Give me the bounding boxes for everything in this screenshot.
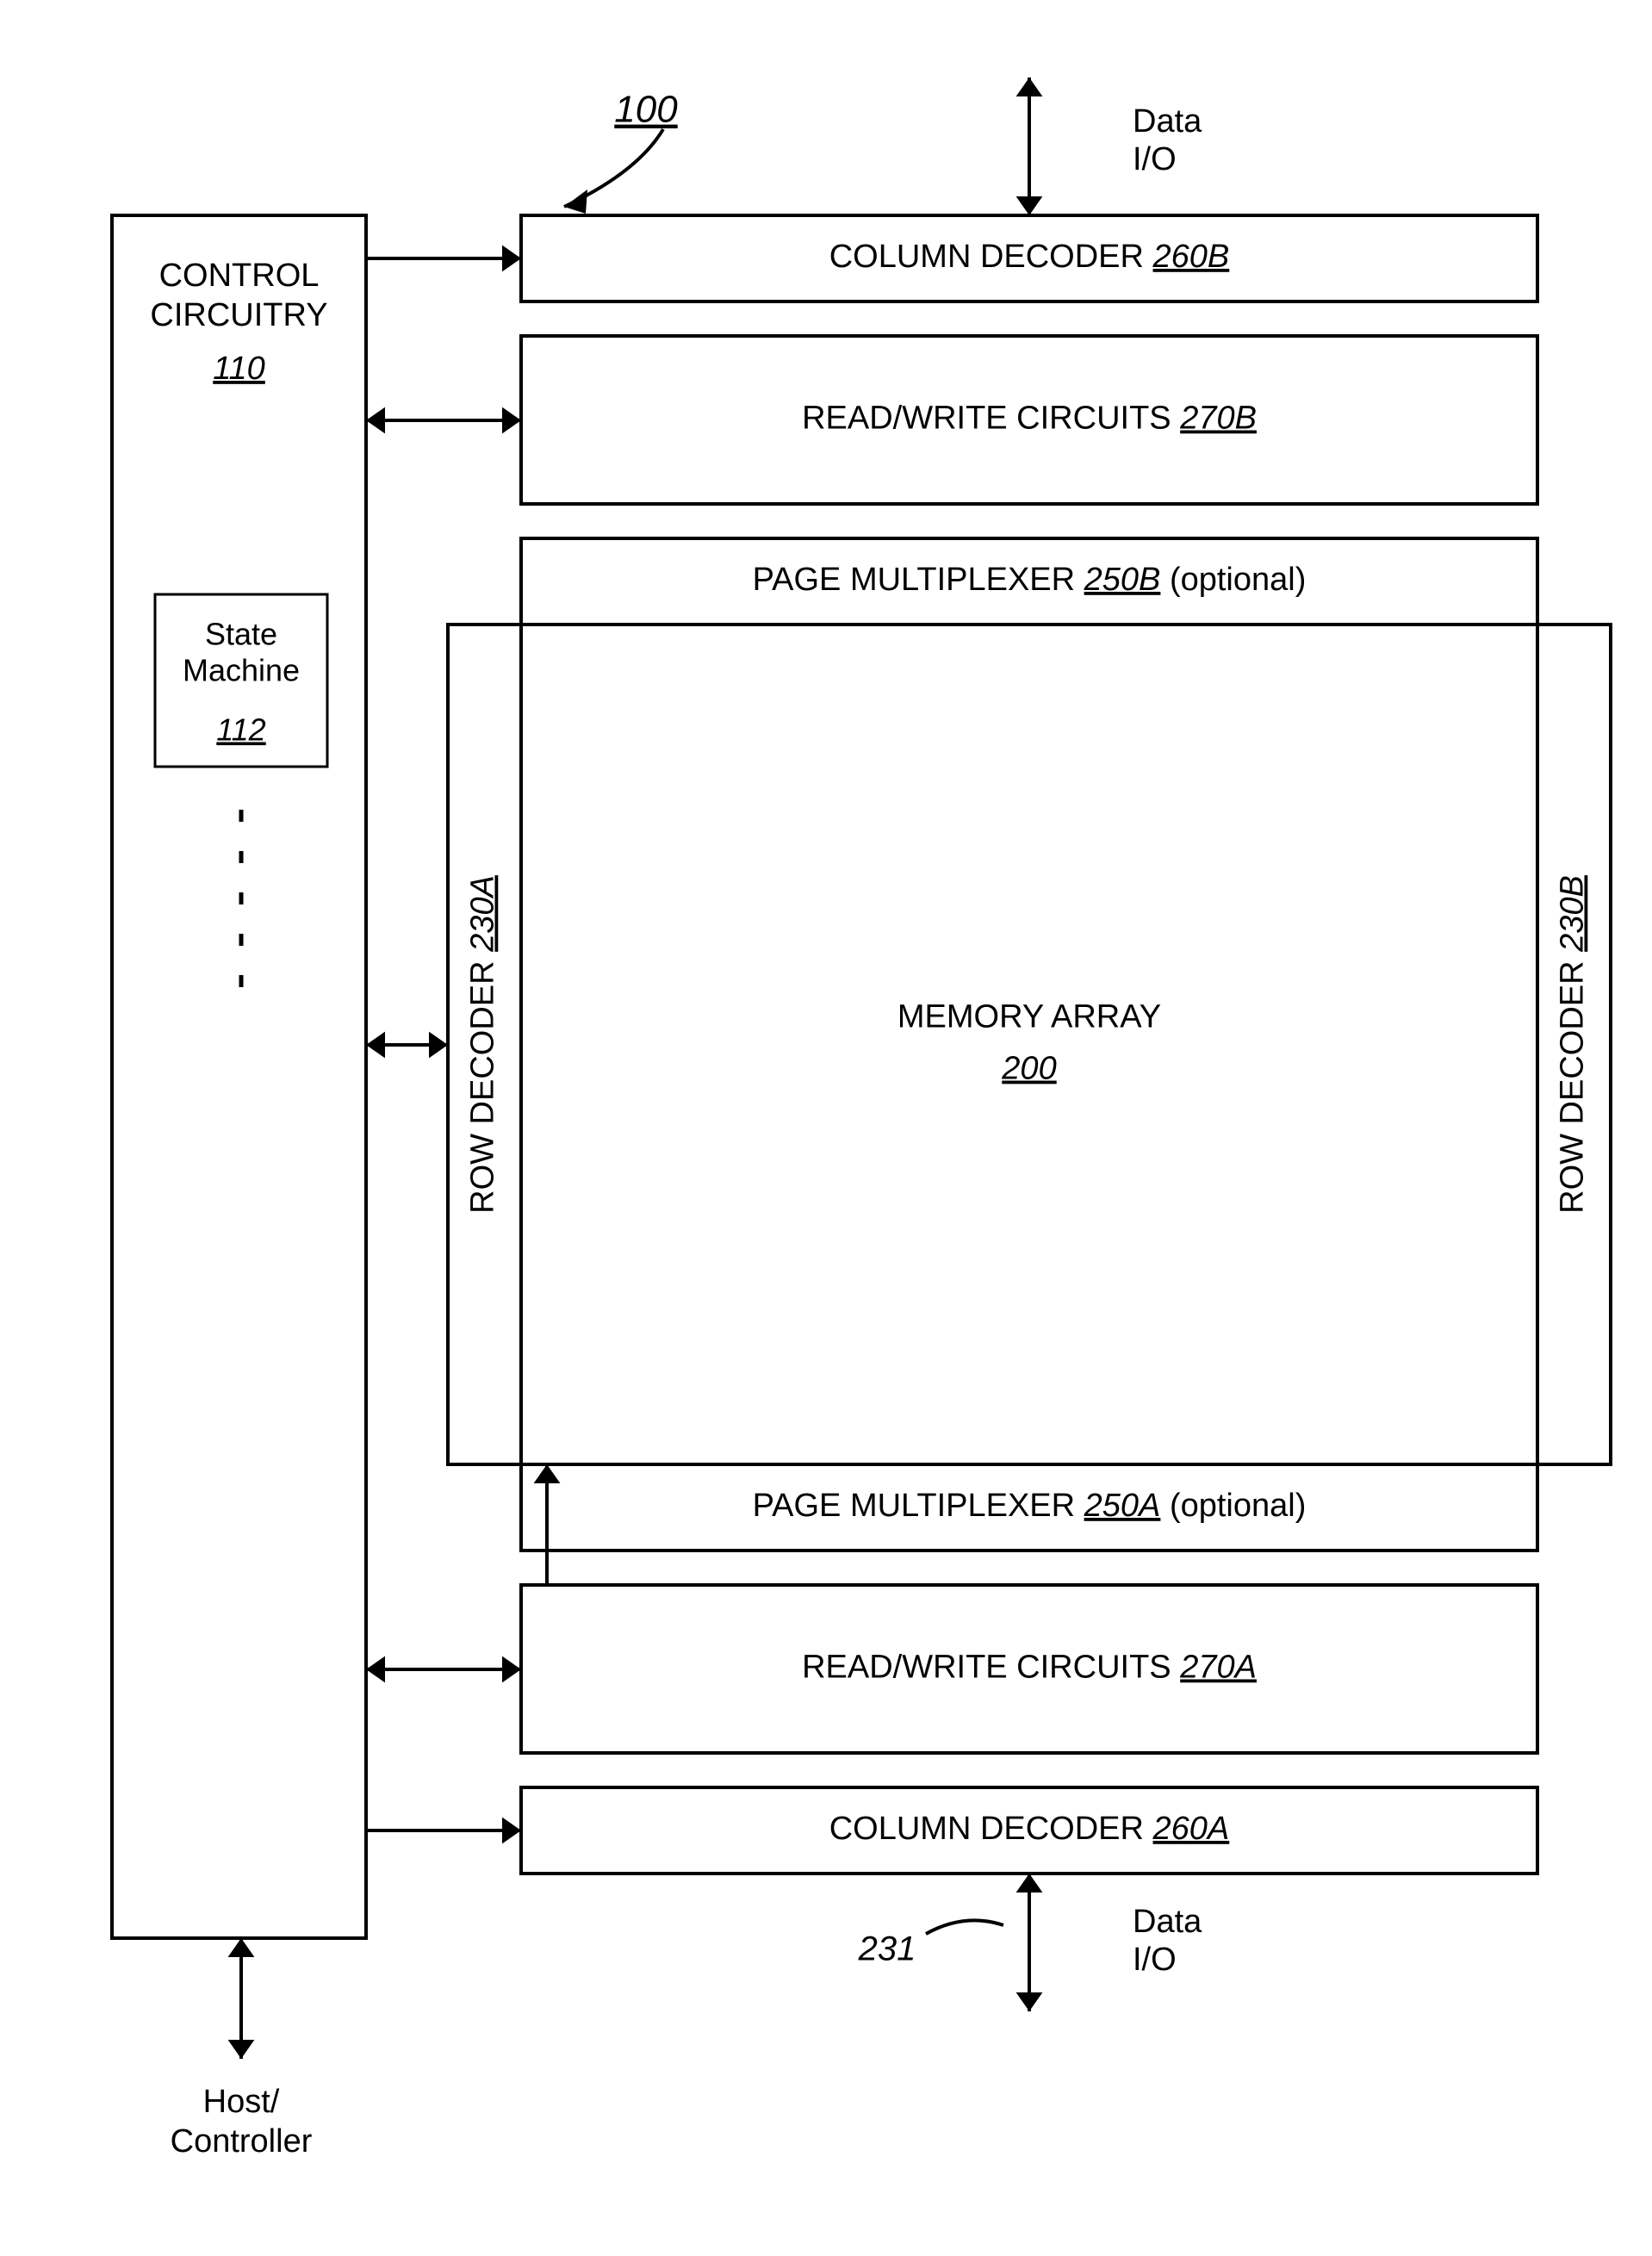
svg-text:COLUMN DECODER 260A: COLUMN DECODER 260A <box>829 1811 1230 1847</box>
svg-text:100: 100 <box>614 89 678 131</box>
svg-text:Controller: Controller <box>171 2123 313 2160</box>
svg-text:I/O: I/O <box>1133 1942 1177 1978</box>
svg-text:PAGE MULTIPLEXER 250B (opti: PAGE MULTIPLEXER 250B (optional) <box>753 562 1307 598</box>
svg-text:CONTROL: CONTROL <box>159 258 320 294</box>
svg-text:Data: Data <box>1133 1904 1202 1940</box>
svg-text:CIRCUITRY: CIRCUITRY <box>150 297 327 333</box>
svg-text:State: State <box>205 617 277 652</box>
svg-text:112: 112 <box>216 712 265 748</box>
svg-text:Host/: Host/ <box>203 2084 280 2120</box>
row-decoder-right-label: ROW DECODER 230B <box>1555 875 1591 1214</box>
svg-text:110: 110 <box>213 351 265 387</box>
svg-text:PAGE MULTIPLEXER 250A (opti: PAGE MULTIPLEXER 250A (optional) <box>753 1488 1307 1524</box>
control-circuitry-box <box>112 215 366 1938</box>
svg-text:MEMORY ARRAY: MEMORY ARRAY <box>897 999 1161 1035</box>
svg-text:COLUMN DECODER 260B: COLUMN DECODER 260B <box>829 239 1230 275</box>
svg-text:Machine: Machine <box>183 653 300 688</box>
svg-text:I/O: I/O <box>1133 141 1177 177</box>
row-decoder-left-label: ROW DECODER 230A <box>465 875 501 1214</box>
svg-text:READ/WRITE CIRCUITS 270B: READ/WRITE CIRCUITS 270B <box>802 401 1257 437</box>
svg-text:Data: Data <box>1133 103 1202 140</box>
svg-text:200: 200 <box>1001 1051 1056 1087</box>
svg-text:231: 231 <box>858 1930 916 1968</box>
svg-text:READ/WRITE CIRCUITS 270A: READ/WRITE CIRCUITS 270A <box>802 1650 1257 1686</box>
mid-row-box <box>448 625 1611 1464</box>
